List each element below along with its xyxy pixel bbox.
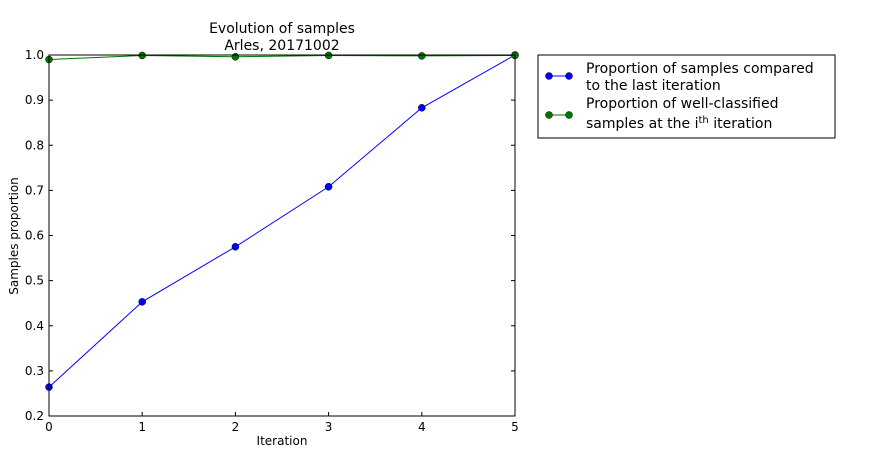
series-2-point — [418, 52, 426, 60]
series-2-line — [48, 54, 516, 61]
legend-label-series-1-line-1: Proportion of samples compared — [586, 61, 814, 77]
legend-label-series-2-line-2: samples at the ith iteration — [586, 115, 772, 132]
series-1-point — [231, 243, 240, 251]
y-tick-label: 1.0 — [25, 48, 44, 62]
y-tick-label: 0.7 — [25, 183, 44, 197]
legend-frame — [537, 54, 836, 139]
series-1-point — [138, 298, 146, 306]
x-tick-label: 5 — [511, 420, 519, 434]
y-tick-label: 0.8 — [25, 138, 44, 152]
y-axis-label: Samples proportion — [7, 177, 21, 295]
series-1-point — [324, 183, 333, 191]
legend-label-series-2-line-1: Proportion of well-classified — [586, 96, 779, 112]
x-tick-label: 3 — [325, 420, 333, 434]
legend-marker-series-2 — [545, 111, 553, 119]
legend-marker-series-2 — [565, 111, 573, 119]
x-axis-label: Iteration — [257, 434, 308, 448]
legend-marker-series-1 — [565, 72, 573, 80]
x-tick-label: 1 — [138, 420, 146, 434]
y-tick-label: 0.2 — [25, 409, 44, 423]
y-tick-label: 0.4 — [25, 319, 44, 333]
legend-label-series-2-post: iteration — [709, 116, 773, 132]
series-1-line — [48, 54, 516, 388]
y-tick-label: 0.5 — [25, 274, 44, 288]
axis-ticks: 0 1 2 3 4 5 0.2 0.3 0.4 0.5 0.6 0.7 0.8 0.9 1.0 — [25, 48, 519, 434]
plot-frame — [48, 54, 516, 417]
legend-label-series-1-line-2: to the last iteration — [586, 78, 721, 94]
x-tick-label: 4 — [418, 420, 426, 434]
series-1-point — [418, 104, 426, 112]
legend-label-series-2-pre: samples at the i — [586, 116, 698, 132]
chart-title: Evolution of samples — [209, 21, 355, 37]
legend-label-series-2-sup: th — [698, 115, 708, 126]
y-tick-label: 0.3 — [25, 364, 44, 378]
series-2-point — [231, 53, 240, 61]
y-tick-label: 0.9 — [25, 93, 44, 107]
legend-marker-series-1 — [545, 72, 553, 80]
chart-subtitle: Arles, 20171002 — [224, 38, 339, 54]
y-tick-label: 0.6 — [25, 229, 44, 243]
series-layer — [45, 51, 519, 391]
legend: Proportion of samples compared to the la… — [537, 54, 836, 139]
x-tick-label: 2 — [232, 420, 240, 434]
x-tick-label: 0 — [45, 420, 53, 434]
